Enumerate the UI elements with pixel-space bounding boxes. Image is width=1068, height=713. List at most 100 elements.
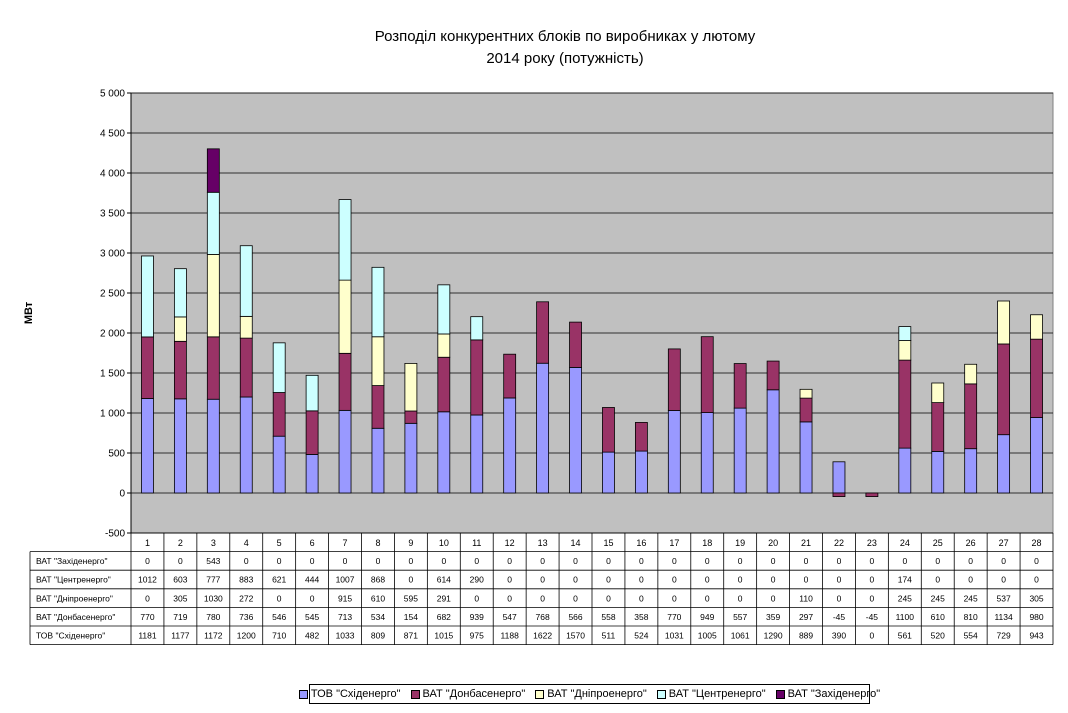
data-label: 0 (771, 556, 776, 566)
data-label: 603 (173, 575, 187, 585)
x-tick-label: 2 (178, 538, 183, 548)
data-label: 0 (606, 575, 611, 585)
data-label: 0 (310, 556, 315, 566)
bar-segment (931, 450, 945, 494)
data-label: 1290 (764, 631, 783, 641)
data-label: 558 (601, 612, 615, 622)
data-label: 0 (409, 556, 414, 566)
bar-segment (503, 353, 517, 399)
bar-segment (470, 339, 484, 416)
data-label: 557 (733, 612, 747, 622)
data-label: 554 (964, 631, 978, 641)
bar-segment (898, 447, 912, 494)
x-tick-label: 25 (933, 538, 943, 548)
bar-segment (799, 388, 813, 399)
data-label: 305 (1029, 593, 1043, 603)
data-label: 358 (634, 612, 648, 622)
data-label: 871 (404, 631, 418, 641)
bar-segment (997, 343, 1011, 436)
legend-label: ВАТ "Західенерго" (787, 688, 881, 700)
data-label: 1177 (171, 631, 190, 641)
y-tick-label: 5 000 (100, 89, 125, 100)
bar-segment (569, 366, 582, 494)
x-tick-label: 1 (145, 538, 150, 548)
data-label: 390 (832, 631, 846, 641)
data-label: -45 (833, 612, 846, 622)
data-label: 0 (1001, 575, 1006, 585)
bar-segment (569, 321, 582, 368)
data-label: 305 (173, 593, 187, 603)
data-label: 883 (239, 575, 253, 585)
y-tick-label: 3 500 (100, 209, 125, 220)
data-label: 768 (536, 612, 550, 622)
data-label: 0 (573, 575, 578, 585)
legend-item: ВАТ "Донбасенерго" (410, 688, 525, 700)
bar-segment (898, 340, 912, 361)
data-label: 0 (507, 593, 512, 603)
x-tick-label: 16 (636, 538, 646, 548)
data-label: 547 (503, 612, 517, 622)
x-tick-label: 28 (1032, 538, 1042, 548)
data-label: 0 (1034, 575, 1039, 585)
bar-segment (239, 337, 253, 398)
bar-segment (437, 333, 451, 358)
data-label: 537 (997, 593, 1011, 603)
y-axis: -500 0 500 1 000 1 500 2 000 2 500 3 000 3 500 4 … (100, 89, 132, 540)
y-tick-label: 500 (108, 449, 125, 460)
bar-segment (173, 340, 187, 400)
legend-swatch (298, 689, 308, 699)
y-tick-label: 1 500 (100, 369, 125, 380)
data-label: 0 (639, 575, 644, 585)
data-label: 1200 (237, 631, 256, 641)
data-label: 0 (606, 556, 611, 566)
data-label: 482 (305, 631, 319, 641)
x-tick-label: 11 (472, 538, 481, 548)
bar-segment (667, 410, 681, 494)
bar-segment (239, 315, 253, 339)
data-label: 174 (898, 575, 912, 585)
bar-segment (865, 492, 879, 497)
legend-label: ТОВ "Східенерго" (310, 688, 401, 700)
bar-segment (272, 435, 286, 494)
data-label: 272 (239, 593, 253, 603)
bar-segment (338, 409, 352, 494)
data-label: 0 (705, 556, 710, 566)
x-tick-label: 27 (999, 538, 1009, 548)
data-label: 0 (705, 575, 710, 585)
x-tick-label: 22 (834, 538, 844, 548)
y-tick-label: -500 (105, 529, 125, 540)
data-label: 0 (310, 593, 315, 603)
data-label: 0 (672, 556, 677, 566)
y-axis-label: МВт (23, 301, 35, 324)
data-label: 868 (371, 575, 385, 585)
data-label: 524 (634, 631, 648, 641)
bar-segment (173, 268, 187, 318)
data-label: 110 (799, 593, 813, 603)
legend: ТОВ "Східенерго" ВАТ "Донбасенерго" ВАТ "Д… (298, 684, 880, 704)
data-label: 0 (935, 556, 940, 566)
data-label: 0 (573, 556, 578, 566)
data-label: 1033 (336, 631, 355, 641)
x-tick-label: 3 (211, 538, 216, 548)
data-label: 810 (964, 612, 978, 622)
x-tick-label: 26 (966, 538, 976, 548)
data-label: 1100 (896, 612, 915, 622)
y-tick-label: 4 500 (100, 129, 125, 140)
data-label: 543 (206, 556, 220, 566)
bar-segment (964, 383, 978, 450)
bar-segment (239, 245, 253, 317)
y-tick-label: 4 000 (100, 169, 125, 180)
bar-segment (536, 362, 550, 494)
data-label: 0 (277, 593, 282, 603)
bar-segment (206, 254, 220, 338)
legend-label: ВАТ "Центренерго" (668, 688, 766, 700)
data-label: 0 (935, 575, 940, 585)
bar-segment (404, 422, 418, 494)
bar-segment (799, 397, 813, 423)
data-label: 949 (700, 612, 714, 622)
data-label: 291 (437, 593, 451, 603)
bar-segment (470, 316, 484, 341)
data-label: 359 (766, 612, 780, 622)
bar-segment (206, 191, 220, 255)
